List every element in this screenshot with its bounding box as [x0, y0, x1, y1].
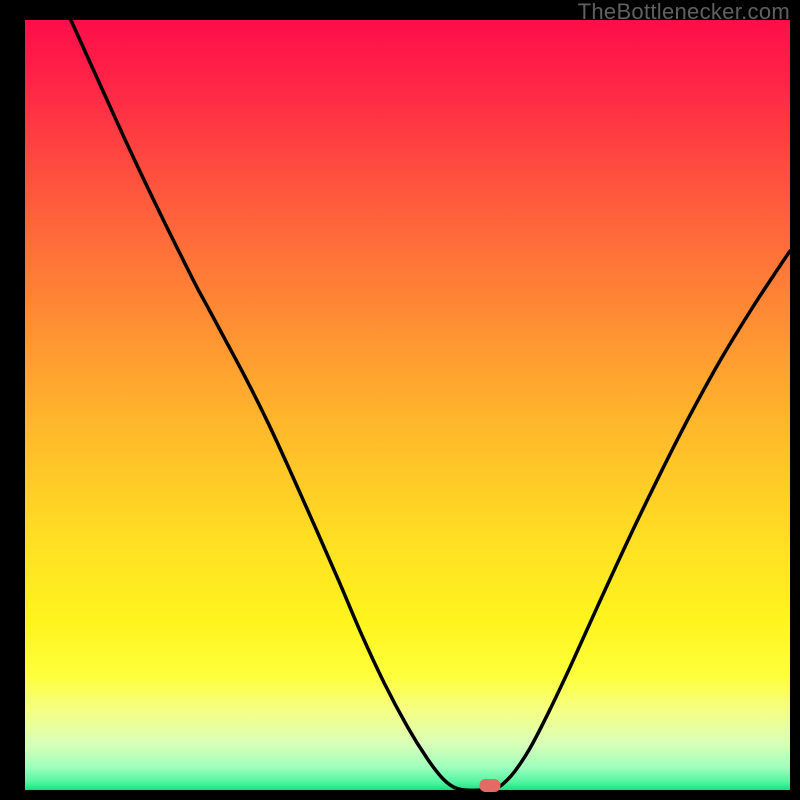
chart-container: TheBottlenecker.com	[0, 0, 800, 800]
curve-layer	[25, 20, 790, 790]
bottleneck-curve	[71, 20, 790, 790]
marker-wrap	[480, 779, 501, 797]
watermark: TheBottlenecker.com	[578, 0, 790, 25]
optimum-marker	[480, 779, 501, 792]
plot-area	[25, 20, 790, 790]
